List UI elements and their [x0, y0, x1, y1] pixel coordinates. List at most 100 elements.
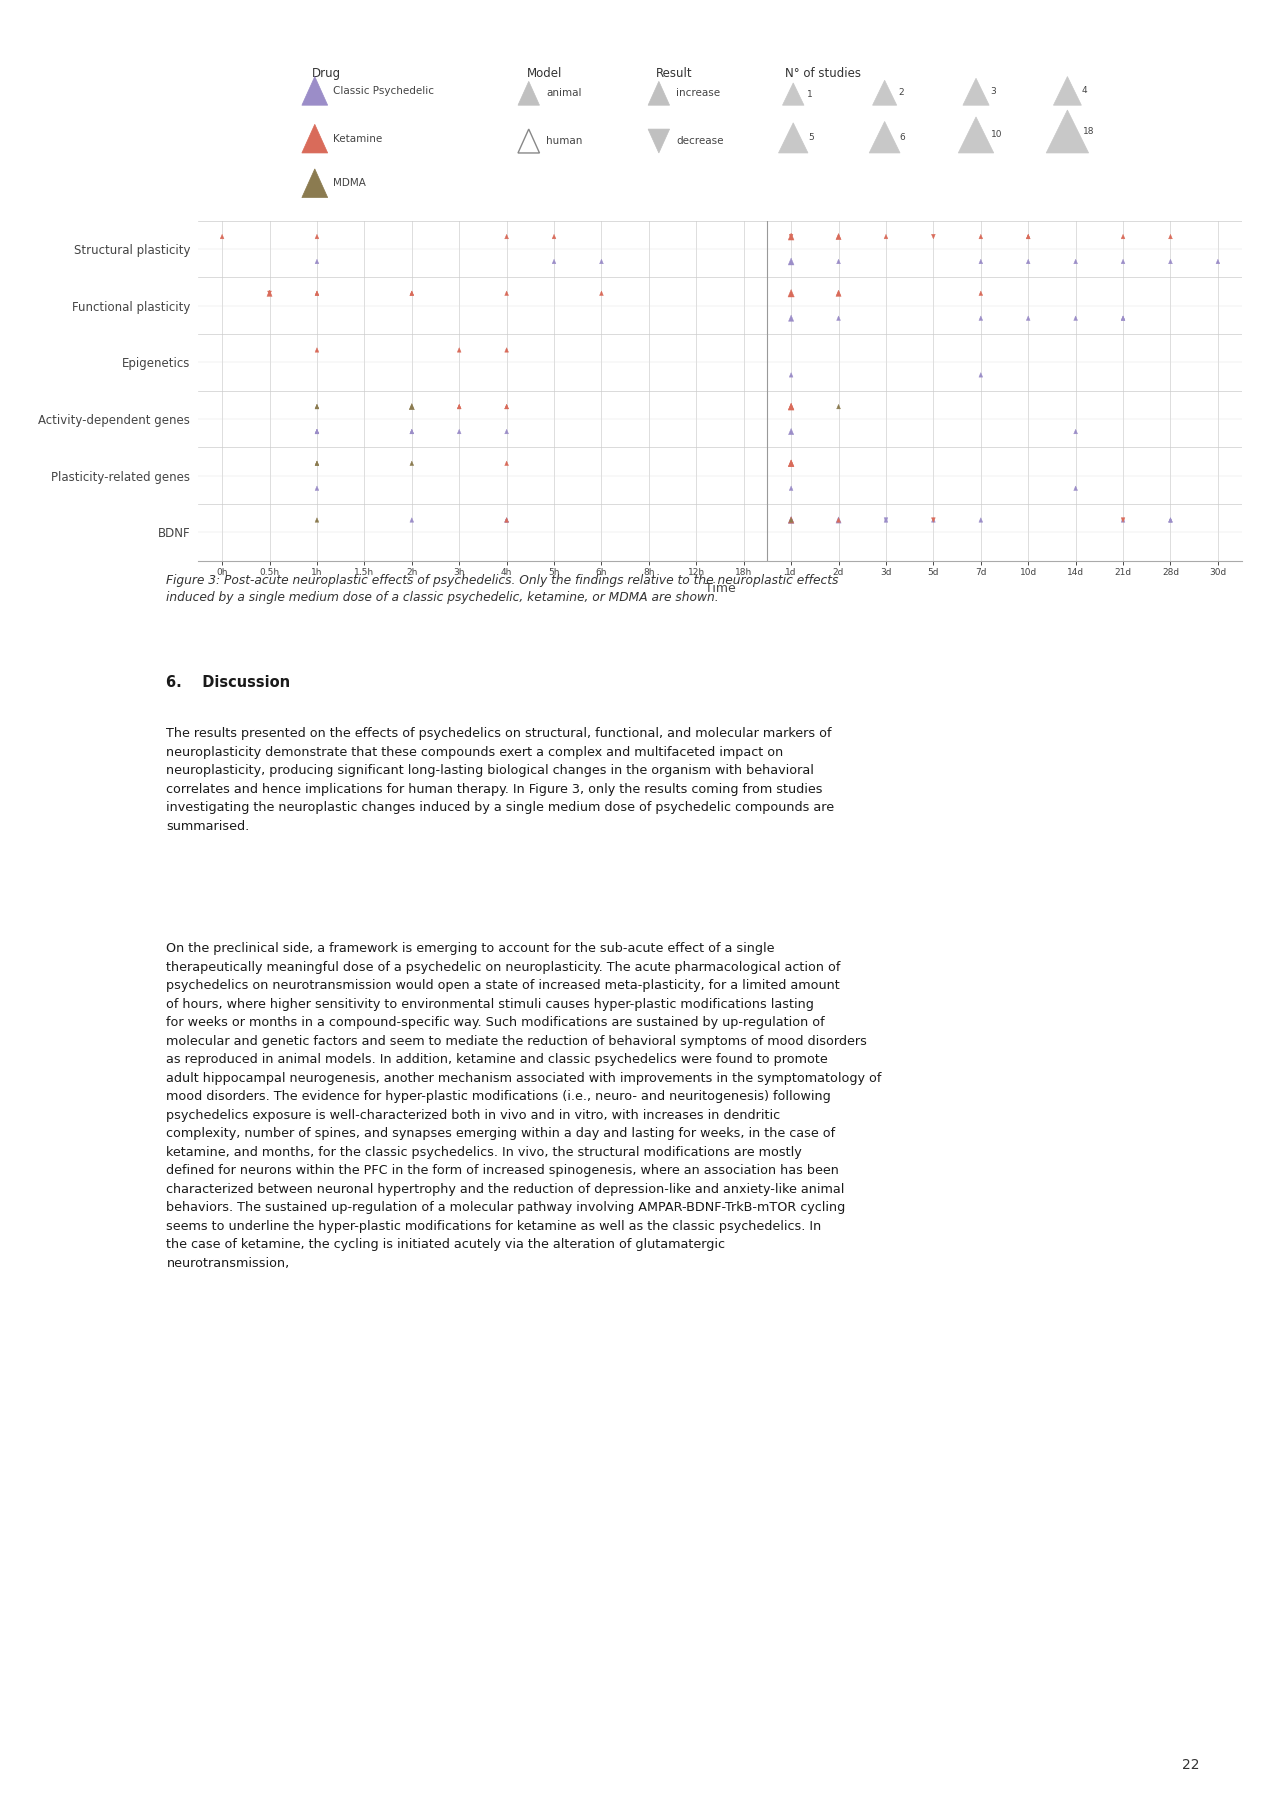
Polygon shape: [1121, 259, 1125, 264]
Polygon shape: [518, 81, 539, 105]
Polygon shape: [268, 291, 271, 295]
Polygon shape: [315, 429, 319, 434]
Text: Drug: Drug: [311, 67, 340, 80]
Polygon shape: [1074, 259, 1078, 264]
Polygon shape: [648, 81, 669, 105]
Polygon shape: [788, 259, 794, 264]
Text: Figure 3: Post-acute neuroplastic effects of psychedelics. Only the findings rel: Figure 3: Post-acute neuroplastic effect…: [166, 573, 838, 604]
Text: increase: increase: [676, 89, 721, 98]
Polygon shape: [979, 373, 983, 376]
Polygon shape: [788, 429, 794, 434]
Polygon shape: [1027, 259, 1030, 264]
Polygon shape: [790, 487, 794, 490]
Polygon shape: [552, 259, 556, 264]
Polygon shape: [1053, 76, 1082, 105]
Polygon shape: [788, 289, 795, 297]
Polygon shape: [1074, 317, 1078, 320]
Polygon shape: [837, 517, 841, 523]
Polygon shape: [504, 235, 508, 239]
Polygon shape: [788, 459, 794, 467]
Polygon shape: [410, 405, 413, 409]
Polygon shape: [1121, 517, 1125, 523]
Text: decrease: decrease: [676, 136, 723, 147]
Polygon shape: [1121, 517, 1125, 523]
Polygon shape: [790, 235, 794, 239]
Polygon shape: [778, 123, 808, 154]
Polygon shape: [504, 517, 508, 523]
Polygon shape: [836, 517, 841, 523]
Text: 1: 1: [808, 90, 813, 98]
Polygon shape: [932, 517, 936, 523]
Polygon shape: [410, 517, 413, 523]
Text: 5: 5: [808, 134, 814, 143]
Text: 6.    Discussion: 6. Discussion: [166, 675, 291, 689]
Text: human: human: [547, 136, 582, 147]
Polygon shape: [1216, 259, 1220, 264]
Text: The results presented on the effects of psychedelics on structural, functional, : The results presented on the effects of …: [166, 727, 835, 832]
Polygon shape: [504, 517, 508, 523]
Polygon shape: [1169, 235, 1172, 239]
Polygon shape: [504, 405, 508, 409]
Polygon shape: [410, 429, 413, 434]
Polygon shape: [457, 347, 461, 353]
Polygon shape: [315, 291, 319, 295]
Polygon shape: [410, 429, 413, 434]
Polygon shape: [315, 429, 319, 434]
Text: 3: 3: [989, 87, 996, 96]
Polygon shape: [302, 125, 328, 154]
Text: 22: 22: [1181, 1758, 1199, 1773]
Polygon shape: [457, 405, 461, 409]
Polygon shape: [790, 517, 794, 523]
Text: On the preclinical side, a framework is emerging to account for the sub-acute ef: On the preclinical side, a framework is …: [166, 942, 882, 1270]
Text: N° of studies: N° of studies: [785, 67, 860, 80]
Polygon shape: [836, 233, 841, 239]
Polygon shape: [504, 405, 508, 409]
Polygon shape: [1027, 235, 1030, 239]
Polygon shape: [302, 76, 328, 105]
Polygon shape: [552, 235, 556, 239]
Polygon shape: [790, 373, 794, 376]
Polygon shape: [788, 403, 794, 411]
Polygon shape: [788, 233, 794, 241]
Text: Model: Model: [526, 67, 562, 80]
Polygon shape: [836, 289, 841, 297]
Text: 2: 2: [899, 89, 904, 98]
Polygon shape: [315, 235, 319, 239]
Polygon shape: [410, 403, 415, 409]
Polygon shape: [1027, 235, 1030, 239]
Polygon shape: [315, 405, 319, 409]
Polygon shape: [873, 80, 897, 105]
Text: Classic Psychedelic: Classic Psychedelic: [333, 85, 434, 96]
Polygon shape: [788, 315, 794, 322]
Polygon shape: [884, 517, 888, 523]
Text: 10: 10: [991, 130, 1002, 139]
Text: Ketamine: Ketamine: [333, 134, 383, 143]
Polygon shape: [504, 461, 508, 465]
Polygon shape: [979, 291, 983, 295]
Polygon shape: [788, 517, 794, 523]
Polygon shape: [837, 317, 841, 320]
Polygon shape: [504, 517, 508, 523]
Polygon shape: [1121, 317, 1125, 320]
Polygon shape: [302, 168, 328, 197]
Polygon shape: [837, 405, 841, 409]
Polygon shape: [315, 405, 319, 409]
Polygon shape: [837, 235, 841, 239]
Polygon shape: [599, 259, 603, 264]
Polygon shape: [410, 461, 413, 465]
Polygon shape: [504, 291, 508, 295]
Polygon shape: [932, 517, 936, 523]
Polygon shape: [884, 517, 888, 523]
Text: Result: Result: [655, 67, 692, 80]
Text: 18: 18: [1083, 127, 1094, 136]
Polygon shape: [884, 235, 888, 239]
Polygon shape: [315, 461, 319, 465]
Polygon shape: [1169, 259, 1172, 264]
Polygon shape: [457, 429, 461, 434]
Polygon shape: [504, 347, 508, 353]
Polygon shape: [315, 429, 319, 434]
Polygon shape: [1121, 317, 1125, 320]
Polygon shape: [648, 128, 669, 154]
Polygon shape: [1074, 429, 1078, 434]
Text: 4: 4: [1082, 87, 1087, 96]
